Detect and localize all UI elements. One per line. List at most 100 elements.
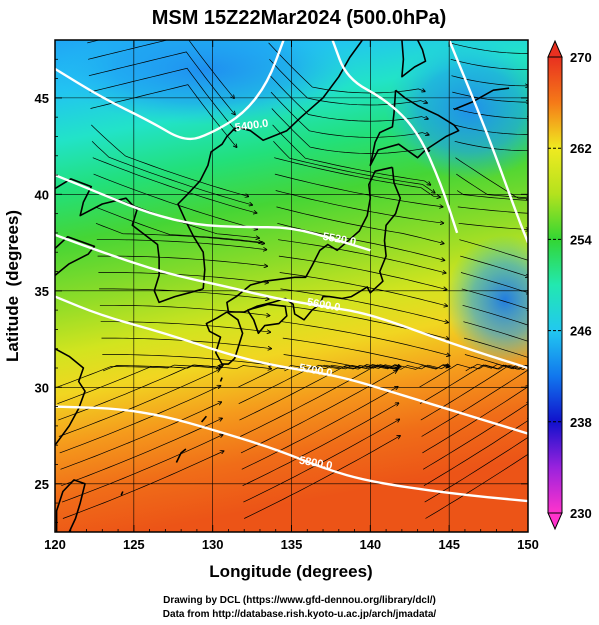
coastline — [401, 40, 427, 78]
x-tick-label: 135 — [281, 537, 303, 552]
y-axis-label: Latitude (degrees) — [3, 210, 22, 362]
streamline — [279, 272, 448, 307]
cold-core-northwest — [55, 40, 355, 125]
colorbar-tick-label: 238 — [570, 415, 592, 430]
streamline — [460, 272, 528, 294]
cold-core-southeast — [445, 235, 528, 365]
contour-label: 5700.0 — [298, 362, 333, 380]
colorbar-tick-label: 262 — [570, 141, 592, 156]
streamline — [243, 419, 399, 503]
coastline — [200, 415, 208, 423]
streamline — [274, 173, 443, 207]
x-tick-label: 125 — [123, 537, 145, 552]
coastline — [226, 166, 402, 321]
streamline — [244, 436, 400, 519]
streamline — [93, 173, 258, 229]
streamline — [102, 354, 272, 366]
streamline — [272, 124, 431, 185]
streamline — [95, 222, 265, 243]
streamline — [465, 365, 528, 372]
streamline — [102, 364, 271, 372]
streamline — [91, 141, 253, 205]
coastline — [55, 236, 96, 277]
x-tick-label: 140 — [359, 537, 381, 552]
footer-credit-data: Data from http://database.rish.kyoto-u.a… — [162, 609, 437, 620]
streamline — [97, 255, 268, 266]
coastline — [175, 448, 187, 463]
streamline — [269, 59, 427, 106]
streamline — [276, 206, 445, 244]
coastline — [55, 347, 86, 446]
streamline — [273, 141, 435, 193]
height-contour-5400 — [448, 40, 528, 244]
coastline — [205, 311, 244, 365]
colorbar-ticks: 270 262 254 246 238 230 — [548, 50, 592, 521]
streamline — [460, 255, 528, 277]
colorbar-tick-label: 246 — [570, 324, 592, 339]
streamline — [284, 365, 448, 372]
x-tick-label: 145 — [438, 537, 460, 552]
y-tick-label: 30 — [35, 380, 49, 395]
coastline — [219, 377, 223, 382]
contour-label: 5800.0 — [298, 455, 333, 473]
streamline — [241, 387, 398, 470]
streamline — [453, 108, 528, 119]
streamline — [61, 418, 222, 487]
y-axis-ticks: 25 30 35 40 45 — [35, 58, 528, 523]
y-tick-label: 40 — [35, 187, 49, 202]
streamline — [96, 239, 267, 250]
streamline — [421, 369, 528, 437]
streamline — [271, 108, 430, 154]
x-axis-ticks: 120 125 130 135 140 145 150 — [44, 40, 539, 552]
streamline — [87, 40, 101, 44]
streamline — [98, 272, 268, 283]
streamline — [457, 206, 528, 214]
x-tick-label: 130 — [202, 537, 224, 552]
streamline — [61, 435, 223, 503]
streamline — [274, 157, 440, 198]
streamline — [238, 364, 400, 405]
streamline — [423, 402, 528, 470]
streamline — [422, 386, 528, 454]
streamline — [275, 190, 444, 224]
height-contours: 5400.0 5520.0 5600.0 5700.0 5800.0 — [55, 40, 528, 503]
streamline — [281, 321, 450, 356]
coastline — [120, 491, 124, 496]
colorbar-bottom-arrow — [547, 512, 563, 531]
wind-streamlines — [56, 40, 528, 519]
streamline — [62, 451, 224, 519]
streamline — [56, 365, 224, 388]
streamline — [58, 364, 221, 421]
map-title: MSM 15Z22Mar2024 (500.0hPa) — [152, 7, 447, 29]
streamline — [280, 288, 449, 323]
height-contour-5400 — [55, 40, 285, 141]
streamline — [283, 354, 450, 370]
streamline — [453, 124, 528, 135]
streamline — [464, 337, 528, 358]
colorbar: 270 262 254 246 238 230 — [547, 39, 592, 531]
coastline — [177, 40, 364, 289]
streamline — [419, 365, 528, 405]
coastline — [453, 87, 510, 111]
streamline — [270, 91, 429, 138]
footer-credit-drawing: Drawing by DCL (https://www.gfd-dennou.o… — [163, 595, 436, 606]
streamline — [60, 402, 222, 470]
coastline — [55, 178, 204, 304]
streamline — [455, 157, 528, 200]
streamline — [419, 363, 528, 388]
streamline — [452, 91, 528, 102]
x-axis-label: Longitude (degrees) — [209, 562, 372, 581]
streamline — [90, 84, 237, 148]
streamline — [88, 51, 235, 115]
streamline — [278, 239, 446, 273]
colorbar-tick-label: 230 — [570, 506, 592, 521]
streamline — [89, 67, 236, 131]
streamline — [92, 157, 257, 213]
streamline — [456, 190, 528, 201]
height-contour-5520 — [55, 173, 371, 252]
contour-label: 5520.0 — [322, 231, 357, 249]
streamline — [425, 453, 528, 519]
streamline — [458, 222, 528, 229]
coastlines — [55, 40, 510, 532]
